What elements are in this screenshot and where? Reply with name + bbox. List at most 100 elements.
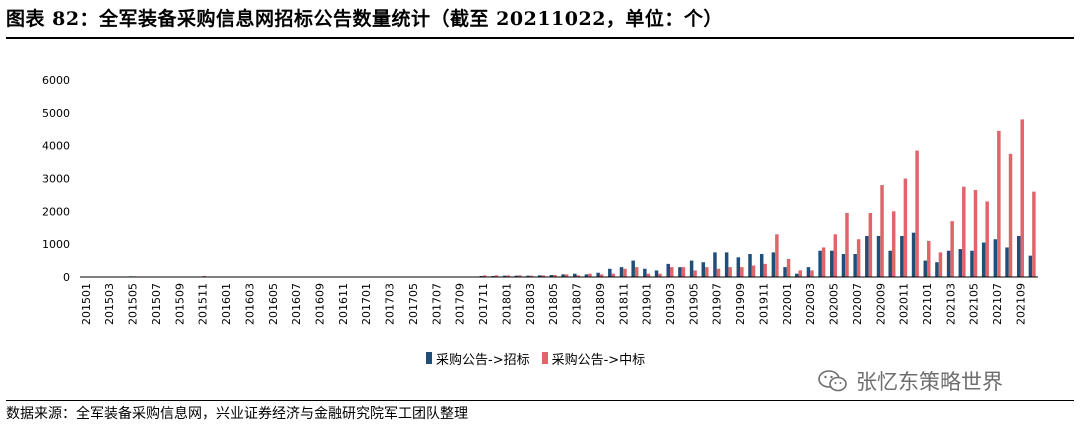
- bar-award: [903, 178, 908, 277]
- wechat-icon: [818, 370, 847, 392]
- bar-bid: [935, 262, 939, 277]
- bar-bid: [1005, 247, 1009, 277]
- bar-bid: [923, 260, 928, 277]
- watermark-text: 张忆东策略世界: [856, 370, 1003, 394]
- bar-bid: [759, 254, 764, 277]
- bar-bid: [911, 232, 916, 277]
- bar-bid: [1016, 235, 1021, 277]
- legend-item-bid: 采购公告->招标: [426, 349, 530, 368]
- bar-bid: [795, 273, 799, 277]
- x-tick-label: 201905: [687, 283, 700, 325]
- y-tick-label: 3000: [42, 173, 70, 186]
- bar-award: [483, 275, 487, 277]
- x-tick-label: 201511: [197, 283, 210, 325]
- bar-award: [634, 267, 639, 277]
- source-divider: [6, 400, 1074, 401]
- y-tick-label: 6000: [42, 74, 70, 87]
- bar-bid: [502, 275, 507, 277]
- bar-award: [1020, 119, 1024, 278]
- x-tick-label: 201809: [594, 283, 607, 325]
- bar-bid: [584, 274, 589, 277]
- bar-award: [868, 212, 873, 277]
- bar-award: [927, 240, 931, 277]
- x-tick-label: 202009: [874, 283, 887, 325]
- x-tick-label: 201707: [430, 283, 443, 325]
- bar-award: [845, 212, 849, 277]
- y-axis: 0 1000 2000 3000 4000 5000 6000: [42, 74, 70, 284]
- x-tick-label: 201709: [454, 283, 467, 325]
- watermark: 张忆东策略世界: [818, 366, 1003, 396]
- bar-bid: [946, 250, 951, 277]
- bar-bid: [526, 275, 530, 277]
- bar-award: [599, 274, 604, 277]
- x-tick-label: 202011: [898, 283, 911, 325]
- x-tick-label: 201703: [384, 283, 397, 325]
- bar-award: [494, 275, 499, 277]
- chart-title: 图表 82：全军装备采购信息网招标公告数量统计（截至 20211022，单位：个…: [6, 8, 723, 30]
- bar-bid: [748, 254, 752, 277]
- legend-swatch-bid: [426, 352, 432, 364]
- bar-award: [1032, 191, 1036, 277]
- y-tick-label: 5000: [42, 107, 70, 120]
- bar-bid: [853, 254, 857, 277]
- bar-award: [763, 263, 767, 277]
- bar-bid: [783, 267, 787, 277]
- y-tick-label: 4000: [42, 140, 70, 153]
- x-tick-label: 201811: [617, 283, 630, 325]
- bar-bid: [806, 267, 811, 277]
- x-tick-label: 201609: [314, 283, 327, 325]
- bar-bid: [678, 267, 682, 277]
- bar-bid: [573, 273, 577, 277]
- bar-bid: [888, 250, 892, 277]
- title-divider: [6, 37, 1074, 39]
- bar-bid: [561, 274, 565, 277]
- source-note: 数据来源：全军装备采购信息网，兴业证券经济与金融研究院军工团队整理: [6, 406, 468, 422]
- x-tick-label: 201805: [547, 283, 560, 325]
- bar-award: [833, 234, 838, 277]
- bar-bid: [818, 250, 822, 277]
- bar-bid: [1028, 255, 1033, 277]
- bar-award: [529, 275, 534, 277]
- bar-bid: [701, 262, 706, 277]
- bar-award: [646, 273, 651, 277]
- bar-award: [950, 221, 954, 277]
- bar-award: [541, 275, 545, 277]
- bar-bid: [865, 235, 869, 277]
- legend-label-award: 采购公告->中标: [551, 352, 646, 368]
- bar-award: [915, 150, 919, 277]
- bar-award: [985, 201, 989, 277]
- bar-bid: [958, 249, 963, 277]
- bar-award: [576, 275, 581, 277]
- bar-bid: [736, 257, 741, 277]
- bar-bid: [900, 235, 904, 277]
- x-tick-label: 201505: [127, 283, 140, 325]
- x-tick-label: 201605: [267, 283, 280, 325]
- bar-award: [810, 270, 814, 277]
- x-tick-label: 201711: [477, 283, 490, 325]
- bar-bid: [596, 272, 600, 277]
- legend: 采购公告->招标 采购公告->中标: [426, 349, 657, 368]
- bars: [129, 119, 1036, 278]
- bar-bid: [619, 267, 624, 277]
- legend-swatch-award: [541, 352, 548, 364]
- bar-bid: [830, 250, 834, 277]
- bar-award: [856, 239, 861, 277]
- x-tick-label: 202005: [828, 283, 841, 325]
- bar-award: [728, 267, 732, 277]
- bar-award: [658, 273, 662, 277]
- x-tick-label: 201901: [641, 283, 654, 325]
- bar-award: [611, 273, 616, 277]
- bar-bid: [981, 242, 986, 277]
- x-tick-label: 201501: [80, 283, 93, 325]
- x-tick-label: 201611: [337, 283, 350, 325]
- x-tick-label: 202007: [851, 283, 864, 325]
- bar-award: [962, 186, 966, 277]
- bar-bid: [666, 263, 670, 277]
- x-tick-label: 201701: [360, 283, 373, 325]
- bar-bid: [841, 254, 846, 277]
- bar-award: [623, 268, 627, 277]
- x-tick-label: 201903: [664, 283, 677, 325]
- x-tick-label: 202003: [804, 283, 817, 325]
- bar-award: [938, 252, 943, 278]
- bar-award: [997, 130, 1001, 277]
